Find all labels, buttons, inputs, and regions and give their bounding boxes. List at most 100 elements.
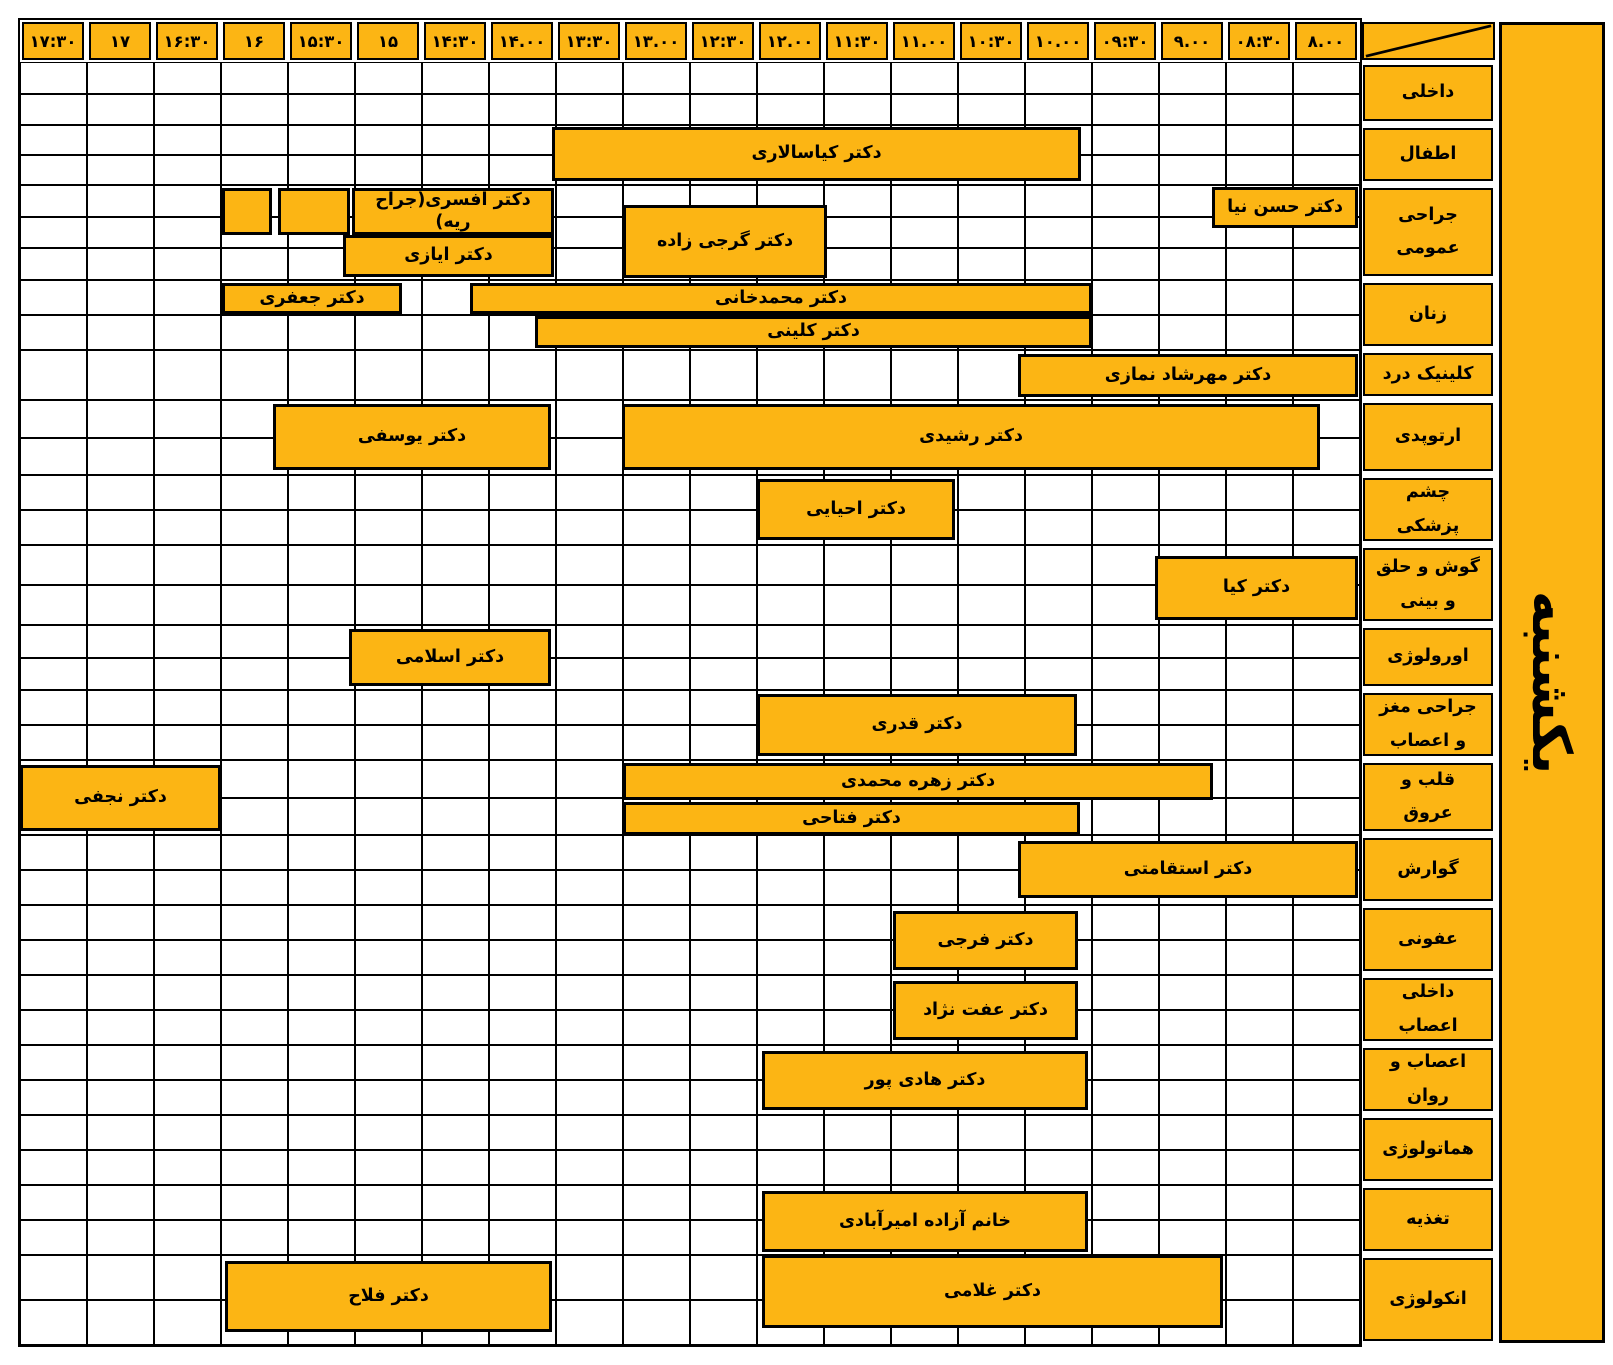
schedule-cell bbox=[20, 155, 87, 185]
schedule-cell bbox=[690, 975, 757, 1010]
schedule-cell bbox=[288, 1150, 355, 1185]
schedule-cell bbox=[154, 437, 221, 475]
schedule-cell bbox=[20, 62, 87, 94]
schedule-cell bbox=[1092, 1150, 1159, 1185]
schedule-cell bbox=[1092, 155, 1159, 185]
schedule-cell bbox=[154, 585, 221, 625]
schedule-cell bbox=[757, 350, 824, 400]
schedule-cell bbox=[623, 1045, 690, 1080]
doctor-block: دکتر احیایی bbox=[757, 479, 955, 540]
schedule-cell bbox=[757, 1115, 824, 1150]
schedule-cell bbox=[690, 1045, 757, 1080]
schedule-cell bbox=[355, 725, 422, 760]
time-header-cell: ۱۰:۳۰ bbox=[960, 22, 1022, 60]
schedule-cell bbox=[355, 870, 422, 905]
schedule-cell bbox=[556, 625, 623, 658]
schedule-cell bbox=[154, 625, 221, 658]
schedule-cell bbox=[154, 975, 221, 1010]
time-header-cell: ۱۶:۳۰ bbox=[156, 22, 218, 60]
schedule-cell bbox=[757, 870, 824, 905]
schedule-cell bbox=[1226, 510, 1293, 545]
schedule-cell bbox=[221, 248, 288, 280]
schedule-cell bbox=[556, 585, 623, 625]
schedule-cell bbox=[623, 1255, 690, 1300]
schedule-cell bbox=[20, 1115, 87, 1150]
schedule-cell bbox=[1293, 905, 1360, 940]
schedule-cell bbox=[87, 1255, 154, 1300]
schedule-cell bbox=[623, 940, 690, 975]
schedule-cell bbox=[891, 216, 958, 249]
schedule-cell bbox=[1025, 1150, 1092, 1185]
schedule-cell bbox=[489, 545, 556, 585]
schedule-cell bbox=[1159, 1150, 1226, 1185]
schedule-cell bbox=[20, 1080, 87, 1115]
schedule-cell bbox=[154, 1185, 221, 1220]
schedule-cell bbox=[1293, 315, 1360, 350]
time-header-cell: ۹.۰۰ bbox=[1161, 22, 1223, 60]
department-cell: گوارش bbox=[1363, 838, 1493, 901]
schedule-cell bbox=[1293, 1185, 1360, 1220]
schedule-cell bbox=[87, 1115, 154, 1150]
schedule-cell bbox=[1092, 585, 1159, 625]
schedule-cell bbox=[20, 585, 87, 625]
schedule-cell bbox=[355, 835, 422, 870]
schedule-cell bbox=[556, 1185, 623, 1220]
schedule-cell bbox=[355, 1150, 422, 1185]
schedule-cell bbox=[87, 475, 154, 510]
schedule-cell bbox=[20, 315, 87, 350]
schedule-cell bbox=[221, 510, 288, 545]
schedule-cell bbox=[288, 1045, 355, 1080]
schedule-cell bbox=[1025, 185, 1092, 217]
schedule-cell bbox=[355, 1220, 422, 1255]
schedule-cell bbox=[623, 585, 690, 625]
schedule-cell bbox=[20, 280, 87, 315]
schedule-cell bbox=[87, 1150, 154, 1185]
schedule-cell bbox=[288, 155, 355, 185]
schedule-cell bbox=[489, 125, 556, 155]
department-cell: زنان bbox=[1363, 283, 1493, 346]
schedule-cell bbox=[489, 585, 556, 625]
schedule-cell bbox=[422, 475, 489, 510]
schedule-cell bbox=[154, 350, 221, 400]
schedule-cell bbox=[891, 870, 958, 905]
schedule-cell bbox=[1293, 690, 1360, 725]
schedule-cell bbox=[489, 1185, 556, 1220]
schedule-cell bbox=[690, 1185, 757, 1220]
schedule-cell bbox=[1226, 690, 1293, 725]
schedule-cell bbox=[1159, 1220, 1226, 1255]
schedule-cell bbox=[958, 350, 1025, 400]
schedule-cell bbox=[355, 760, 422, 798]
schedule-cell bbox=[288, 657, 355, 690]
schedule-cell bbox=[623, 1115, 690, 1150]
department-cell: اطفال bbox=[1363, 128, 1493, 181]
schedule-cell bbox=[757, 545, 824, 585]
schedule-cell bbox=[824, 625, 891, 658]
schedule-cell bbox=[1092, 975, 1159, 1010]
schedule-cell bbox=[623, 1150, 690, 1185]
schedule-cell bbox=[1159, 725, 1226, 760]
schedule-cell bbox=[1293, 280, 1360, 315]
department-cell: کلینیک درد bbox=[1363, 353, 1493, 396]
schedule-cell bbox=[422, 1150, 489, 1185]
time-header-cell: ۱۶ bbox=[223, 22, 285, 60]
schedule-cell bbox=[422, 350, 489, 400]
schedule-cell bbox=[154, 62, 221, 94]
schedule-cell bbox=[1092, 93, 1159, 125]
schedule-cell bbox=[288, 905, 355, 940]
schedule-cell bbox=[1092, 545, 1159, 585]
time-header-cell: ۱۱:۳۰ bbox=[826, 22, 888, 60]
time-header-cell: ۱۵ bbox=[357, 22, 419, 60]
schedule-cell bbox=[154, 216, 221, 249]
schedule-cell bbox=[1159, 62, 1226, 94]
schedule-cell bbox=[690, 870, 757, 905]
schedule-cell bbox=[824, 1010, 891, 1045]
doctor-block: دکتر کیا bbox=[1155, 556, 1358, 620]
department-cell: داخلی bbox=[1363, 65, 1493, 121]
schedule-cell bbox=[1159, 975, 1226, 1010]
schedule-cell bbox=[489, 1045, 556, 1080]
schedule-cell bbox=[422, 1010, 489, 1045]
schedule-cell bbox=[87, 155, 154, 185]
schedule-cell bbox=[1293, 1300, 1360, 1345]
schedule-cell bbox=[690, 940, 757, 975]
